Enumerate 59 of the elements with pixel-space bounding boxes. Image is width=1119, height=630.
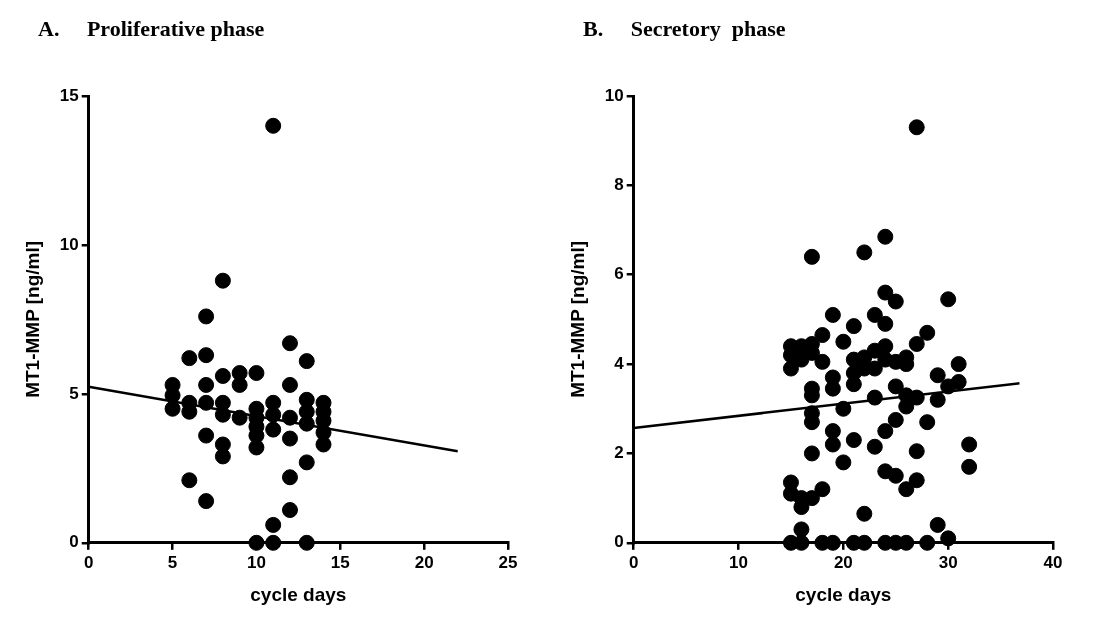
x-tick-label: 15 [330, 552, 350, 572]
point [164, 400, 181, 417]
point [248, 439, 265, 456]
y-tick-label: 10 [59, 234, 79, 254]
x-axis-title: cycle days [250, 583, 347, 605]
point [281, 335, 298, 352]
point [181, 350, 198, 367]
y-tick-label: 6 [614, 264, 624, 284]
point [198, 376, 215, 393]
x-axis-title: cycle days [795, 583, 892, 605]
x-tick-label: 40 [1043, 552, 1063, 572]
x-tick-label: 30 [938, 552, 958, 572]
point [265, 406, 282, 423]
x-tick-label: 10 [729, 552, 748, 572]
point [298, 454, 315, 471]
point [231, 409, 248, 426]
x-tick-label: 25 [498, 552, 518, 572]
y-tick-label: 4 [614, 353, 625, 373]
point [248, 365, 265, 382]
point [298, 415, 315, 432]
point [248, 534, 265, 551]
point [315, 436, 332, 453]
y-tick-label: 8 [614, 175, 624, 195]
x-tick-label: 5 [167, 552, 178, 572]
point [298, 534, 315, 551]
point [198, 394, 215, 411]
y-tick-label: 2 [614, 443, 624, 463]
point [298, 353, 315, 370]
point [214, 448, 231, 465]
x-tick-label: 0 [83, 552, 94, 572]
y-tick-label: 0 [614, 532, 624, 552]
chart-title: A. Proliferative phase [37, 16, 266, 43]
point [214, 272, 231, 289]
x-tick-label: 0 [628, 552, 639, 572]
x-tick-label: 10 [246, 552, 266, 572]
y-tick-label: 15 [59, 85, 79, 105]
y-tick-label: 5 [69, 383, 79, 403]
point [281, 409, 298, 426]
point [281, 502, 298, 519]
y-axis-title: MT1-MMP [ng/ml] [566, 240, 588, 398]
point [214, 368, 231, 384]
y-tick-label: 0 [69, 532, 79, 552]
point [265, 516, 282, 533]
y-tick-label: 10 [604, 85, 624, 105]
point [181, 472, 198, 489]
point [198, 493, 215, 510]
point [265, 534, 282, 551]
point [265, 117, 282, 134]
point [198, 347, 215, 364]
point [265, 421, 282, 438]
x-tick-label: 20 [833, 552, 853, 572]
point [198, 427, 215, 444]
x-tick-label: 20 [414, 552, 434, 572]
chart-title: B. Secretory phase [582, 16, 787, 43]
y-axis-title: MT1-MMP [ng/ml] [21, 240, 43, 398]
point [198, 308, 215, 325]
point [281, 469, 298, 486]
point [281, 430, 298, 447]
point [281, 376, 298, 393]
